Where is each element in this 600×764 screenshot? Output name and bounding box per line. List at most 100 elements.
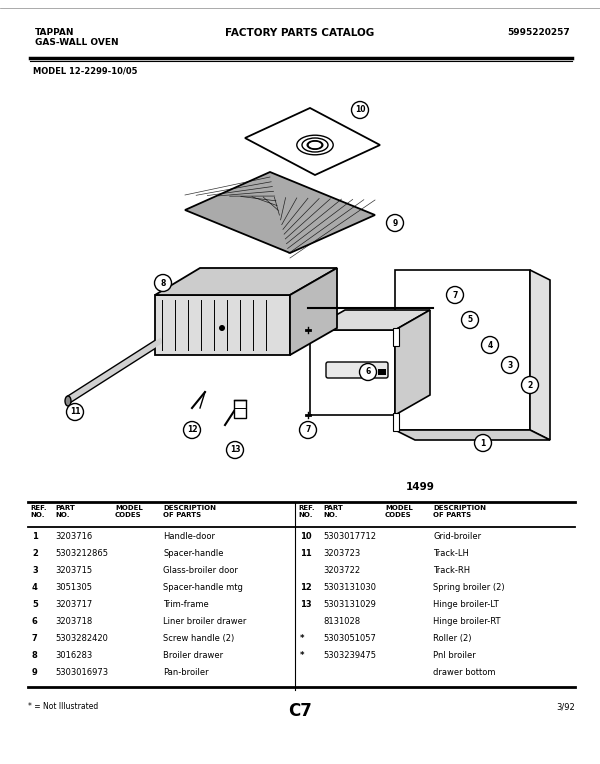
Text: 2: 2 — [527, 380, 533, 390]
Text: 1: 1 — [32, 532, 38, 541]
Text: 10: 10 — [300, 532, 311, 541]
Text: 5303017712: 5303017712 — [323, 532, 376, 541]
Text: Handle-door: Handle-door — [163, 532, 215, 541]
Text: 3203718: 3203718 — [55, 617, 92, 626]
Polygon shape — [245, 108, 380, 175]
Text: 3203717: 3203717 — [55, 600, 92, 609]
Text: 5303239475: 5303239475 — [323, 651, 376, 660]
Polygon shape — [310, 330, 395, 415]
Text: 4: 4 — [32, 583, 38, 592]
Ellipse shape — [65, 396, 71, 406]
Text: 9: 9 — [392, 219, 398, 228]
Text: Spacer-handle mtg: Spacer-handle mtg — [163, 583, 243, 592]
Text: 7: 7 — [305, 426, 311, 435]
Text: 6: 6 — [32, 617, 38, 626]
Text: TAPPAN: TAPPAN — [35, 28, 74, 37]
Text: Pan-broiler: Pan-broiler — [163, 668, 209, 677]
Text: 5: 5 — [467, 316, 473, 325]
Text: *: * — [300, 634, 305, 643]
FancyBboxPatch shape — [326, 362, 388, 378]
Polygon shape — [155, 268, 337, 295]
Text: REF.
NO.: REF. NO. — [30, 505, 47, 518]
Text: Broiler drawer: Broiler drawer — [163, 651, 223, 660]
Polygon shape — [185, 172, 375, 253]
Text: 8: 8 — [32, 651, 38, 660]
Text: 3203723: 3203723 — [323, 549, 360, 558]
Text: 3203715: 3203715 — [55, 566, 92, 575]
Text: DESCRIPTION
OF PARTS: DESCRIPTION OF PARTS — [163, 505, 216, 518]
Text: MODEL
CODES: MODEL CODES — [115, 505, 143, 518]
Text: *: * — [300, 651, 305, 660]
Text: 7: 7 — [32, 634, 38, 643]
Circle shape — [521, 377, 539, 393]
Text: Spring broiler (2): Spring broiler (2) — [433, 583, 505, 592]
Text: FACTORY PARTS CATALOG: FACTORY PARTS CATALOG — [226, 28, 374, 38]
Text: Glass-broiler door: Glass-broiler door — [163, 566, 238, 575]
Text: Spacer-handle: Spacer-handle — [163, 549, 223, 558]
Text: MODEL 12-2299-10/05: MODEL 12-2299-10/05 — [33, 67, 137, 76]
Text: * = Not Illustrated: * = Not Illustrated — [28, 702, 98, 711]
Text: Hinge broiler-RT: Hinge broiler-RT — [433, 617, 500, 626]
Text: 3051305: 3051305 — [55, 583, 92, 592]
Polygon shape — [310, 310, 430, 330]
Text: DESCRIPTION
OF PARTS: DESCRIPTION OF PARTS — [433, 505, 486, 518]
Text: 7: 7 — [452, 290, 458, 299]
Bar — [393, 413, 399, 431]
Bar — [234, 400, 246, 418]
Text: Grid-broiler: Grid-broiler — [433, 532, 481, 541]
Text: 5303131030: 5303131030 — [323, 583, 376, 592]
Circle shape — [482, 336, 499, 354]
Text: Hinge broiler-LT: Hinge broiler-LT — [433, 600, 499, 609]
Text: 5303282420: 5303282420 — [55, 634, 108, 643]
Circle shape — [227, 442, 244, 458]
Text: 8131028: 8131028 — [323, 617, 360, 626]
Text: 3203716: 3203716 — [55, 532, 92, 541]
Text: 6: 6 — [365, 367, 371, 377]
Circle shape — [219, 325, 225, 331]
Polygon shape — [395, 430, 550, 440]
Text: 3016283: 3016283 — [55, 651, 92, 660]
Text: 5303051057: 5303051057 — [323, 634, 376, 643]
Text: 11: 11 — [70, 407, 80, 416]
Text: C7: C7 — [288, 702, 312, 720]
Circle shape — [502, 357, 518, 374]
Text: 10: 10 — [355, 105, 365, 115]
Text: 3203722: 3203722 — [323, 566, 360, 575]
Text: 5995220257: 5995220257 — [507, 28, 570, 37]
Text: 8: 8 — [160, 279, 166, 287]
Text: GAS-WALL OVEN: GAS-WALL OVEN — [35, 38, 119, 47]
Circle shape — [184, 422, 200, 439]
Text: 5: 5 — [32, 600, 38, 609]
Bar — [378, 369, 386, 375]
Circle shape — [475, 435, 491, 452]
Text: 1: 1 — [481, 439, 485, 448]
Text: 5303212865: 5303212865 — [55, 549, 108, 558]
Text: 4: 4 — [487, 341, 493, 349]
Circle shape — [359, 364, 377, 380]
Text: Trim-frame: Trim-frame — [163, 600, 209, 609]
Circle shape — [446, 286, 464, 303]
Text: 3/92: 3/92 — [556, 702, 575, 711]
Text: PART
NO.: PART NO. — [55, 505, 75, 518]
Text: Liner broiler drawer: Liner broiler drawer — [163, 617, 247, 626]
Text: 13: 13 — [300, 600, 311, 609]
Polygon shape — [395, 310, 430, 415]
Text: 1499: 1499 — [406, 482, 435, 492]
Text: 3: 3 — [32, 566, 38, 575]
Circle shape — [386, 215, 404, 231]
Text: 11: 11 — [300, 549, 312, 558]
Polygon shape — [290, 268, 337, 355]
Text: Track-LH: Track-LH — [433, 549, 469, 558]
Text: Pnl broiler: Pnl broiler — [433, 651, 476, 660]
Circle shape — [352, 102, 368, 118]
Circle shape — [67, 403, 83, 420]
Circle shape — [461, 312, 479, 329]
Text: 5303131029: 5303131029 — [323, 600, 376, 609]
Text: PART
NO.: PART NO. — [323, 505, 343, 518]
Text: 12: 12 — [187, 426, 197, 435]
Text: Track-RH: Track-RH — [433, 566, 470, 575]
Text: 2: 2 — [32, 549, 38, 558]
Circle shape — [155, 274, 172, 292]
Text: REF.
NO.: REF. NO. — [298, 505, 314, 518]
Text: Roller (2): Roller (2) — [433, 634, 472, 643]
